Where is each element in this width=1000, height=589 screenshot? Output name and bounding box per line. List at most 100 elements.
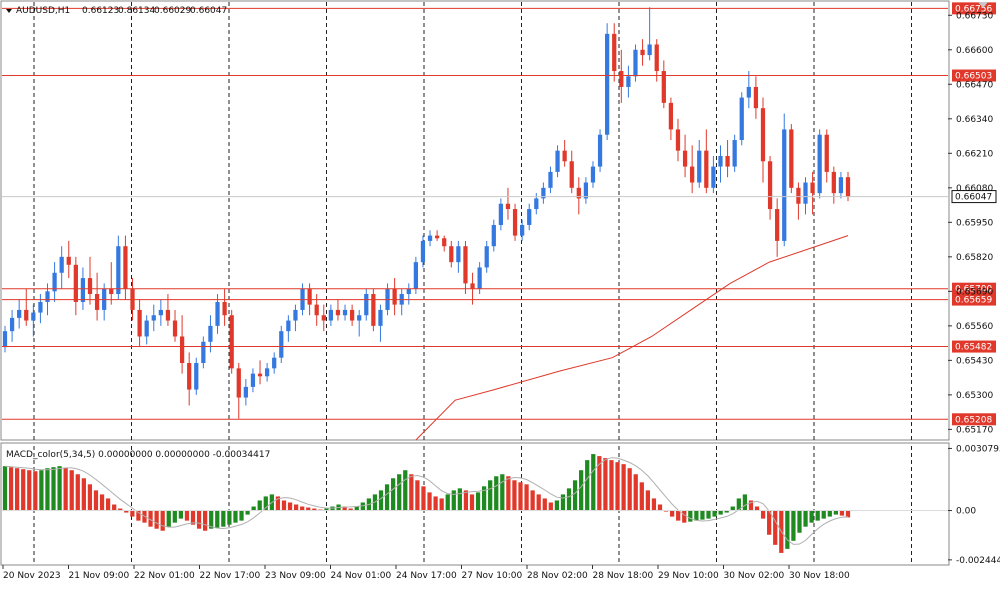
candle-body <box>520 224 525 236</box>
macd-bar <box>293 504 299 511</box>
macd-bar <box>415 480 420 511</box>
macd-bar <box>572 480 578 511</box>
candle-body <box>512 209 518 236</box>
level-label: 0.65700 <box>955 285 992 295</box>
macd-bar <box>312 508 317 511</box>
macd-bar <box>209 510 214 529</box>
candle-body <box>505 203 511 210</box>
candle-body <box>760 108 766 162</box>
macd-bar <box>603 458 608 511</box>
candle-body <box>31 312 36 321</box>
candle-body <box>427 235 433 241</box>
level-label: 0.66503 <box>955 72 992 82</box>
candle-body <box>682 150 688 167</box>
candle-body <box>137 309 142 337</box>
candle-body <box>357 315 362 321</box>
macd-bar <box>105 498 111 511</box>
candle-body <box>690 166 695 183</box>
candle-body <box>583 182 589 199</box>
macd-bar <box>700 510 705 520</box>
candle-body <box>605 33 610 135</box>
macd-bar <box>409 474 414 511</box>
macd-bar <box>51 467 56 511</box>
x-tick-label: 24 Nov 17:00 <box>396 571 457 581</box>
candle-body <box>548 171 553 188</box>
scroll-marker-icon[interactable] <box>978 2 988 8</box>
macd-bar <box>712 510 717 517</box>
y-tick-label: 0.65950 <box>956 218 993 228</box>
candle-body <box>647 44 652 56</box>
macd-bar <box>760 510 766 519</box>
y-tick-label: 0.65560 <box>956 322 993 332</box>
candle-body <box>527 209 532 225</box>
macd-bar <box>203 510 208 531</box>
candle-body <box>94 294 100 310</box>
macd-bar <box>803 510 808 527</box>
y-tick-label: 0.65430 <box>956 356 993 366</box>
macd-bar <box>669 510 675 517</box>
candlestick-series <box>2 7 851 419</box>
macd-bar <box>360 502 365 511</box>
candle-body <box>123 246 128 289</box>
candle-body <box>342 309 348 316</box>
macd-bar <box>736 498 741 511</box>
candle-body <box>569 161 574 188</box>
macd-bar <box>451 490 456 511</box>
candle-body <box>718 155 723 167</box>
macd-bar <box>354 506 359 511</box>
macd-bar <box>633 474 638 511</box>
candle-body <box>165 309 171 321</box>
candle-body <box>406 288 411 294</box>
macd-bar <box>227 510 232 525</box>
macd-bar <box>403 470 408 511</box>
macd-bar <box>39 470 44 511</box>
candle-body <box>484 246 489 268</box>
candle-body <box>38 301 43 313</box>
level-tag <box>952 340 996 353</box>
y-tick-label: 0.65820 <box>956 253 993 263</box>
macd-bar <box>651 498 657 511</box>
macd-bar <box>530 490 535 511</box>
macd-bar <box>773 510 778 545</box>
macd-bar <box>33 471 38 511</box>
macd-bar <box>427 492 432 511</box>
candle-body <box>158 309 163 316</box>
candle-body <box>194 363 199 390</box>
candle-body <box>229 315 234 369</box>
candle-body <box>753 86 759 109</box>
candle-body <box>838 177 844 194</box>
candle-body <box>364 294 369 316</box>
x-tick-label: 29 Nov 10:00 <box>658 571 719 581</box>
level-label: 0.65659 <box>955 296 992 306</box>
candle-body <box>264 368 270 377</box>
macd-bar <box>112 504 117 511</box>
macd-bar <box>585 460 590 511</box>
x-tick-label: 28 Nov 02:00 <box>527 571 588 581</box>
macd-bar <box>688 510 693 522</box>
symbol-title: AUDUSD,H1 <box>16 6 70 16</box>
macd-bar <box>706 510 711 519</box>
macd-bar <box>488 480 493 511</box>
macd-bar <box>845 510 851 518</box>
candle-body <box>279 331 284 358</box>
macd-bar <box>566 488 572 511</box>
macd-bar <box>797 510 802 533</box>
macd-bar <box>767 510 772 535</box>
candle-body <box>498 203 504 225</box>
macd-bar <box>433 496 438 511</box>
macd-bar <box>494 476 499 511</box>
symbol-header[interactable]: AUDUSD,H1 0.66123 0.86134 0.66029 0.6604… <box>6 6 227 16</box>
x-tick-label: 20 Nov 2023 <box>3 571 61 581</box>
candle-body <box>824 134 829 172</box>
macd-pane-frame <box>0 442 950 566</box>
moving-average-layer <box>415 235 849 441</box>
y-tick-label: 0.66730 <box>956 11 993 21</box>
y-tick-label: 0.65690 <box>956 287 993 297</box>
candle-body <box>243 386 248 398</box>
candle-body <box>626 76 631 87</box>
macd-bar <box>682 510 687 523</box>
macd-bar <box>397 474 402 511</box>
dropdown-triangle-icon[interactable] <box>6 9 12 13</box>
